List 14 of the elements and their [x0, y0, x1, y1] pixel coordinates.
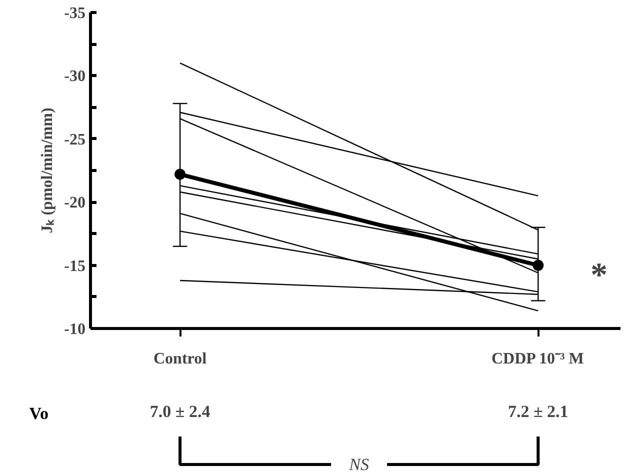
y-tick-label: -10 [64, 321, 86, 338]
y-tick-label: -35 [64, 5, 86, 22]
x-tick-label: CDDP 10⁻³ M [491, 350, 584, 368]
text: Vo [29, 404, 48, 423]
annotation: * [590, 256, 608, 294]
text: NS [348, 455, 370, 474]
y-tick-label: -30 [64, 68, 86, 86]
text: 7.2 ± 2.1 [508, 402, 568, 421]
y-tick-label: -20 [64, 194, 86, 212]
y-tick-label: -15 [64, 258, 86, 275]
text: 7.0 ± 2.4 [150, 402, 211, 421]
y-tick-label: -25 [64, 131, 86, 148]
y-axis-title: Jₖ (pmol/min/mm) [39, 108, 56, 234]
x-tick-label: Control [154, 350, 208, 368]
